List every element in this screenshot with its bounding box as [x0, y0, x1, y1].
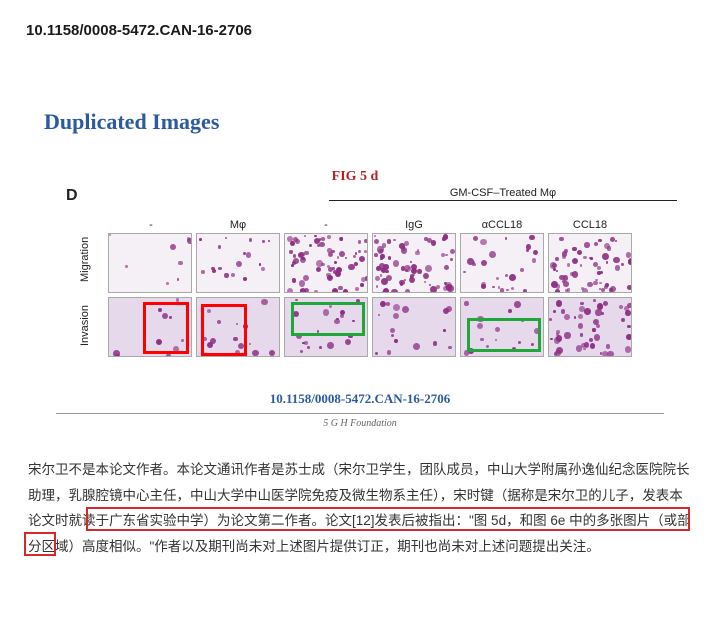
row-label: Migration — [79, 244, 91, 282]
microscopy-cell — [460, 233, 544, 293]
microscopy-cell — [196, 297, 280, 357]
row-label: Invasion — [79, 308, 91, 346]
col-label: αCCL18 — [458, 219, 546, 231]
gm-line — [329, 200, 677, 201]
microscopy-cell — [548, 233, 632, 293]
paragraph-text: 宋尔卫不是本论文作者。本论文通讯作者是苏士成（宋尔卫学生，团队成员，中山大学附属… — [28, 462, 691, 554]
microscopy-cell — [196, 233, 280, 293]
figure-title: FIG 5 d — [56, 169, 694, 185]
microscopy-cell — [108, 297, 192, 357]
microscopy-cell — [284, 297, 368, 357]
image-grid: Migration Invasion — [66, 233, 684, 357]
doi-below-figure: 10.1158/0008-5472.CAN-16-2706 — [26, 391, 694, 407]
microscopy-cell — [108, 233, 192, 293]
microscopy-cell — [460, 297, 544, 357]
figure-wrapper: D GM-CSF–Treated Mφ - Mφ - IgG αCCL18 CC… — [66, 187, 684, 357]
doi-header: 10.1158/0008-5472.CAN-16-2706 — [26, 22, 694, 39]
col-label: CCL18 — [546, 219, 634, 231]
gm-bracket: GM-CSF–Treated Mφ — [326, 187, 680, 201]
col-label: IgG — [370, 219, 458, 231]
microscopy-cell — [372, 297, 456, 357]
panel-letter: D — [66, 187, 108, 205]
gm-label: GM-CSF–Treated Mφ — [326, 187, 680, 199]
body-paragraph: 宋尔卫不是本论文作者。本论文通讯作者是苏士成（宋尔卫学生，团队成员，中山大学附属… — [26, 457, 694, 560]
divider — [56, 413, 664, 414]
duplicated-images-heading: Duplicated Images — [26, 109, 694, 135]
col-label: - — [108, 219, 194, 231]
microscopy-cell — [284, 233, 368, 293]
col-label: Mφ — [194, 219, 282, 231]
foundation-text: 5 G H Foundation — [26, 418, 694, 429]
col-label: - — [282, 219, 370, 231]
figure-area: FIG 5 d D GM-CSF–Treated Mφ - Mφ - IgG α… — [26, 169, 694, 357]
column-labels: - Mφ - IgG αCCL18 CCL18 — [66, 219, 684, 231]
microscopy-cell — [372, 233, 456, 293]
microscopy-cell — [548, 297, 632, 357]
